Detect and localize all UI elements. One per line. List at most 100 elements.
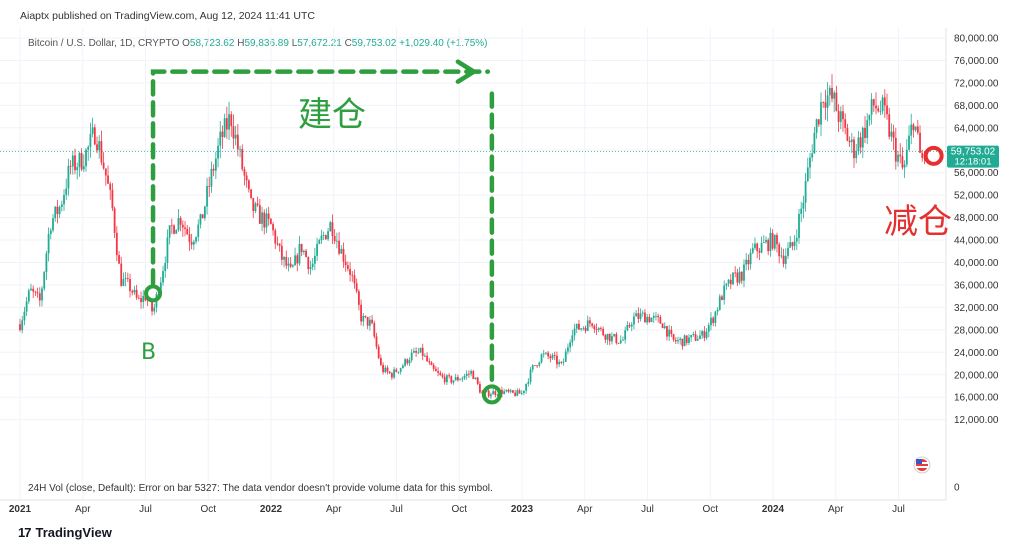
- candle-body: [501, 389, 503, 394]
- flag-icon[interactable]: [913, 456, 931, 474]
- candle-body: [93, 127, 96, 145]
- price-tick-label: 80,000.00: [954, 34, 999, 45]
- candle-body: [553, 354, 556, 356]
- time-tick-label: Apr: [326, 504, 342, 515]
- candle-body: [811, 153, 814, 158]
- candle-body: [283, 257, 285, 260]
- candle-body: [699, 335, 701, 340]
- buy-point-circle-2: [481, 384, 502, 405]
- candle-body: [186, 228, 189, 235]
- candle-body: [657, 315, 660, 318]
- build-label: 建仓: [298, 95, 366, 135]
- candle-body: [56, 206, 59, 215]
- candle-body: [322, 235, 325, 236]
- candle-body: [674, 339, 677, 342]
- price-tick-label: 12,000.00: [954, 415, 999, 426]
- candle-body: [243, 169, 246, 176]
- candle-body: [461, 378, 464, 380]
- candle-body: [512, 390, 514, 393]
- tradingview-brand[interactable]: 17 TradingView: [18, 525, 112, 540]
- price-axis[interactable]: 80,000.00 76,000.00 72,000.00 68,000.00 64,0…: [954, 34, 999, 494]
- candle-body: [340, 248, 343, 254]
- candle-body: [296, 255, 299, 264]
- candle-body: [474, 377, 477, 379]
- candle-body: [401, 365, 404, 369]
- candle-body: [824, 102, 827, 108]
- candle-body: [487, 390, 490, 397]
- candle-body: [230, 114, 233, 127]
- candle-body: [556, 355, 558, 365]
- candle-body: [179, 218, 182, 225]
- candle-body: [285, 257, 288, 266]
- time-tick-label: Apr: [577, 504, 593, 515]
- time-tick-label: 2022: [260, 504, 283, 515]
- candle-body: [129, 278, 131, 292]
- candle-body: [578, 323, 580, 330]
- candle-body: [452, 380, 455, 383]
- candle-body: [850, 139, 853, 143]
- candle-body: [696, 339, 699, 341]
- candle-body: [192, 241, 195, 245]
- time-axis[interactable]: 2021 Apr Jul Oct 2022 Apr Jul Oct 2023 Apr Jul Oct 2…: [9, 504, 905, 515]
- candle-body: [866, 120, 869, 138]
- price-tick-label: 72,000.00: [954, 78, 999, 89]
- candle-body: [652, 315, 655, 318]
- time-tick-label: Apr: [828, 504, 844, 515]
- high-label: H: [237, 38, 245, 49]
- candle-body: [390, 373, 393, 378]
- candle-body: [164, 262, 167, 272]
- candle-body: [408, 360, 411, 364]
- candle-body: [175, 229, 178, 234]
- time-tick-label: Jul: [641, 504, 654, 515]
- candle-body: [787, 247, 789, 256]
- candle-body: [470, 371, 473, 374]
- candle-body: [104, 168, 107, 176]
- candle-body: [732, 272, 734, 285]
- candle-body: [569, 342, 572, 348]
- candle-body: [718, 296, 721, 310]
- candle-body: [60, 204, 63, 207]
- candle-body: [782, 255, 785, 264]
- candle-body: [703, 331, 706, 338]
- candle-body: [725, 283, 728, 286]
- candle-body: [765, 239, 767, 243]
- price-tick-label: 44,000.00: [954, 236, 999, 247]
- candle-body: [551, 354, 554, 359]
- candle-body: [124, 278, 127, 280]
- candle-body: [701, 331, 704, 336]
- candle-body: [346, 265, 349, 269]
- candle-body: [853, 139, 855, 159]
- time-tick-label: Jul: [390, 504, 403, 515]
- candle-body: [602, 328, 605, 336]
- candle-body: [313, 255, 316, 264]
- candle-body: [608, 333, 611, 342]
- candle-body: [721, 296, 723, 300]
- candle-body: [641, 312, 644, 314]
- candle-body: [611, 336, 613, 342]
- candle-body: [677, 340, 679, 342]
- candle-body: [817, 119, 820, 125]
- candle-body: [208, 186, 211, 187]
- candle-body: [318, 240, 321, 244]
- publisher-line: Aiaptx published on TradingView.com, Aug…: [20, 10, 315, 22]
- candle-body: [848, 140, 851, 143]
- candle-body: [327, 231, 329, 240]
- candle-body: [613, 334, 616, 337]
- candle-body: [538, 362, 541, 366]
- candle-body: [82, 166, 85, 170]
- candle-body: [780, 255, 783, 257]
- candle-body: [388, 371, 391, 374]
- candle-body: [430, 362, 433, 366]
- time-tick-label: Jul: [892, 504, 905, 515]
- candle-body: [798, 213, 800, 239]
- candle-body: [335, 240, 338, 242]
- candle-body: [54, 206, 57, 219]
- candle-body: [516, 390, 519, 396]
- candle-body: [34, 291, 37, 293]
- candle-body: [916, 126, 919, 133]
- candle-body: [562, 361, 565, 363]
- candle-body: [43, 272, 46, 289]
- candle-body: [542, 353, 545, 355]
- candle-body: [666, 326, 668, 337]
